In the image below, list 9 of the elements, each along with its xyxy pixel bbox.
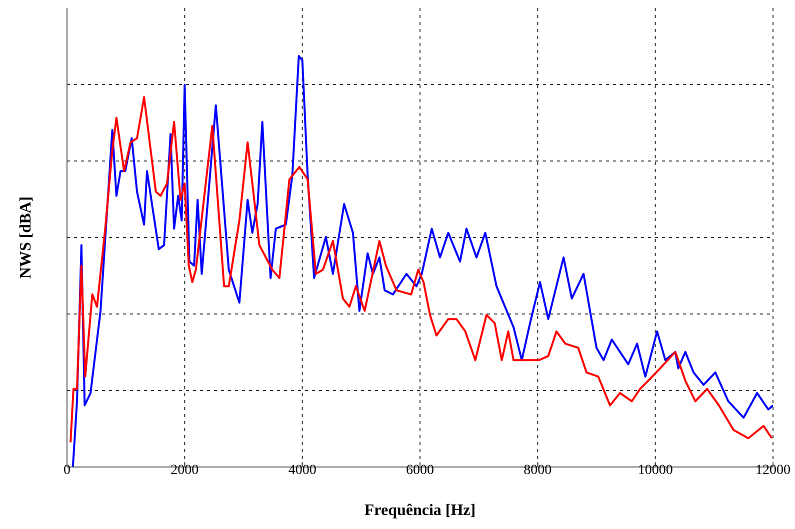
x-tick-label: 2000: [170, 462, 199, 478]
x-axis-title: Frequência [Hz]: [364, 502, 476, 519]
x-tick-label: 10000: [638, 462, 673, 478]
y-axis-title: NWS [dBA]: [18, 196, 35, 279]
x-tick-label: 4000: [288, 462, 316, 478]
x-tick-label: 12000: [756, 462, 790, 478]
x-tick-label: 8000: [524, 462, 552, 478]
x-tick-label: 6000: [406, 462, 434, 478]
x-tick-label: 0: [64, 462, 70, 478]
